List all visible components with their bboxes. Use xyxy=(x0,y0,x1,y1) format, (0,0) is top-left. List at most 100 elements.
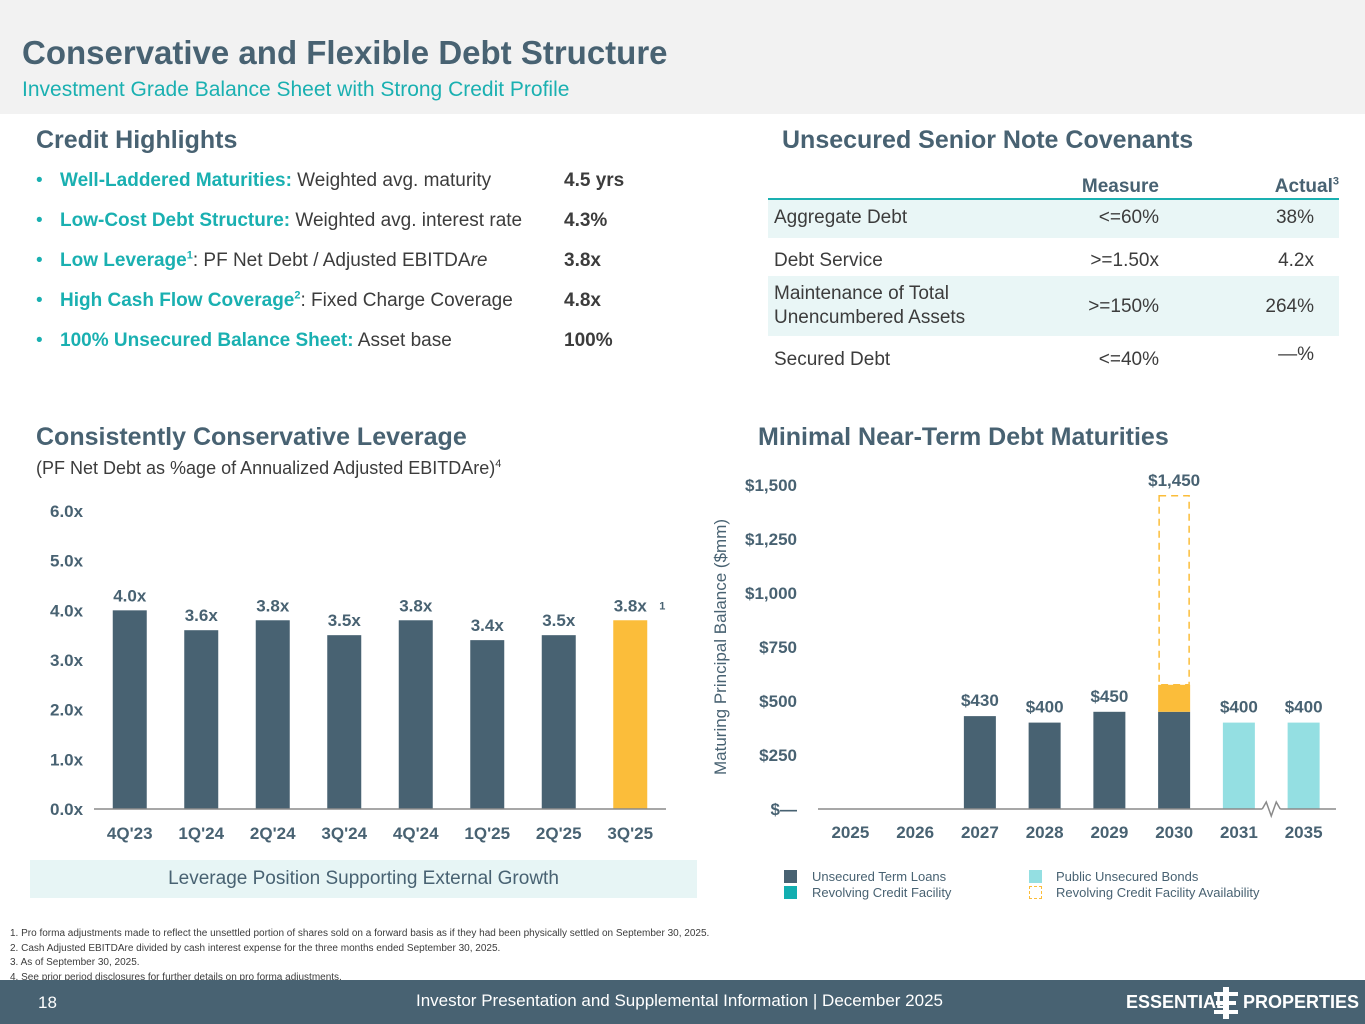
bar-value-label: 3.5x xyxy=(542,611,576,630)
item-text: : Fixed Charge Coverage xyxy=(300,290,513,311)
legend-label-revolver: Revolving Credit Facility xyxy=(812,885,952,900)
x-tick-label: 3Q'25 xyxy=(607,824,653,843)
maturities-chart: $— $250 $500 $750 $1,000 $1,250 $1,500 Maturing… xyxy=(711,471,1336,842)
bullet: • xyxy=(36,210,43,231)
leverage-chart: 0.0x 1.0x 2.0x 3.0x 4.0x 5.0x 6.0x 4.0x 4Q'23 3.6… xyxy=(50,502,666,843)
maturities-title: Minimal Near-Term Debt Maturities xyxy=(758,423,1169,451)
bar-value-label: 3.5x xyxy=(328,611,362,630)
item-value: 4.5 yrs xyxy=(564,170,625,191)
bullet: • xyxy=(36,250,43,271)
footnote: 4. See prior period disclosures for furt… xyxy=(10,971,342,983)
y-tick-label: $250 xyxy=(759,746,797,765)
x-tick-label: 4Q'24 xyxy=(393,824,439,843)
list-item: • Low Leverage1: PF Net Debt / Adjusted … xyxy=(36,250,676,290)
term-loan-bar xyxy=(1028,722,1061,809)
bar-value-label: $400 xyxy=(1220,698,1258,717)
row-actual: —% xyxy=(1278,344,1314,365)
row-label: Secured Debt xyxy=(774,349,891,370)
x-tick-label: 2031 xyxy=(1220,823,1258,842)
row-label: Maintenance of Total xyxy=(774,283,949,304)
x-tick-label: 2027 xyxy=(961,823,999,842)
table-header: Measure Actual3 xyxy=(768,172,1339,200)
credit-highlights-title: Credit Highlights xyxy=(36,126,238,154)
bar-value-label: 3.6x xyxy=(185,606,219,625)
y-tick-label: 4.0x xyxy=(50,601,84,620)
bar-value-label: $400 xyxy=(1026,698,1064,717)
x-tick-label: 2035 xyxy=(1285,823,1323,842)
y-tick-label: $1,250 xyxy=(745,530,797,549)
credit-highlights-list: • Well-Laddered Maturities: Weighted avg… xyxy=(36,170,676,370)
leverage-bar xyxy=(613,620,648,809)
y-tick-label: $1,500 xyxy=(745,476,797,495)
row-measure: <=40% xyxy=(1098,349,1159,370)
y-tick-label: 5.0x xyxy=(50,552,84,571)
leverage-subtitle-text: (PF Net Debt as %age of Annualized Adjus… xyxy=(36,458,496,478)
bar-value-label: $400 xyxy=(1285,698,1323,717)
y-tick-label: $750 xyxy=(759,638,797,657)
x-tick-label: 2029 xyxy=(1090,823,1128,842)
column-header-actual-label: Actual xyxy=(1274,176,1333,197)
logo-mark-icon xyxy=(1214,987,1238,1019)
revolver-drawn-bar xyxy=(1158,684,1191,712)
x-tick-label: 2Q'24 xyxy=(250,824,296,843)
x-tick-label: 2Q'25 xyxy=(536,824,582,843)
leverage-title: Consistently Conservative Leverage xyxy=(36,423,467,451)
bullet: • xyxy=(36,330,43,351)
page-subtitle: Investment Grade Balance Sheet with Stro… xyxy=(22,78,570,101)
footnote: 2. Cash Adjusted EBITDAre divided by cas… xyxy=(10,942,501,954)
leverage-bar xyxy=(398,620,433,809)
footnote: 1. Pro forma adjustments made to reflect… xyxy=(10,928,710,939)
highlight-label: 100% Unsecured Balance Sheet: xyxy=(60,330,354,351)
y-axis-label: Maturing Principal Balance ($mm) xyxy=(711,519,730,775)
term-loan-bar xyxy=(1158,711,1191,809)
item-text-italic: re xyxy=(470,250,488,271)
highlight-label: Well-Laddered Maturities: xyxy=(60,170,292,191)
item-text: Weighted avg. interest rate xyxy=(290,210,523,231)
logo-word-right: PROPERTIES xyxy=(1243,992,1360,1012)
table-row: Aggregate Debt <=60% 38% xyxy=(768,200,1339,238)
x-tick-label: 3Q'24 xyxy=(321,824,367,843)
header-band xyxy=(0,0,1365,114)
term-loan-bar xyxy=(963,716,996,809)
legend-swatch-revolver-availability xyxy=(1029,886,1042,899)
row-actual: 4.2x xyxy=(1278,250,1314,271)
legend-label-term-loans: Unsecured Term Loans xyxy=(812,869,947,884)
x-tick-label: 1Q'25 xyxy=(464,824,510,843)
bar-value-label: 3.8x xyxy=(399,596,433,615)
item-value: 4.3% xyxy=(564,210,608,231)
y-tick-label: $500 xyxy=(759,692,797,711)
y-tick-label: 6.0x xyxy=(50,502,84,521)
table-row: Secured Debt <=40% —% xyxy=(768,336,1339,376)
public-bond-bar xyxy=(1287,722,1320,809)
footnote-ref: 1 xyxy=(186,249,193,262)
x-tick-label: 2026 xyxy=(896,823,934,842)
row-measure: <=60% xyxy=(1098,207,1159,228)
revolver-availability-bar xyxy=(1158,495,1190,686)
row-label: Debt Service xyxy=(774,250,883,271)
leverage-banner: Leverage Position Supporting External Gr… xyxy=(30,860,697,898)
item-value: 4.8x xyxy=(564,290,601,311)
leverage-bar xyxy=(112,610,147,809)
legend-swatch-revolver xyxy=(784,886,797,899)
page-number: 18 xyxy=(38,993,57,1012)
table-row: Maintenance of Total Unencumbered Assets… xyxy=(768,276,1339,336)
row-actual: 38% xyxy=(1275,207,1314,228)
column-header-measure: Measure xyxy=(1081,176,1159,197)
x-tick-label: 2028 xyxy=(1026,823,1064,842)
page-title: Conservative and Flexible Debt Structure xyxy=(22,34,668,71)
axis-break-icon xyxy=(1261,800,1281,819)
covenants-table: Measure Actual3 Aggregate Debt <=60% 38%… xyxy=(768,172,1339,376)
leverage-bar xyxy=(184,630,219,809)
item-text: : PF Net Debt / Adjusted EBITDA xyxy=(192,250,471,271)
public-bond-bar xyxy=(1222,722,1255,809)
leverage-bar xyxy=(470,640,505,809)
column-header-actual: Actual3 xyxy=(1275,176,1339,198)
footer-band xyxy=(0,980,1365,1024)
y-tick-label: 3.0x xyxy=(50,651,84,670)
list-item: • Low-Cost Debt Structure: Weighted avg.… xyxy=(36,210,676,250)
y-tick-label: $1,000 xyxy=(745,584,797,603)
bar-value-label: 4.0x xyxy=(113,586,147,605)
footer-text: Investor Presentation and Supplemental I… xyxy=(416,991,943,1010)
legend-swatch-term-loans xyxy=(784,870,797,883)
bullet: • xyxy=(36,290,43,311)
